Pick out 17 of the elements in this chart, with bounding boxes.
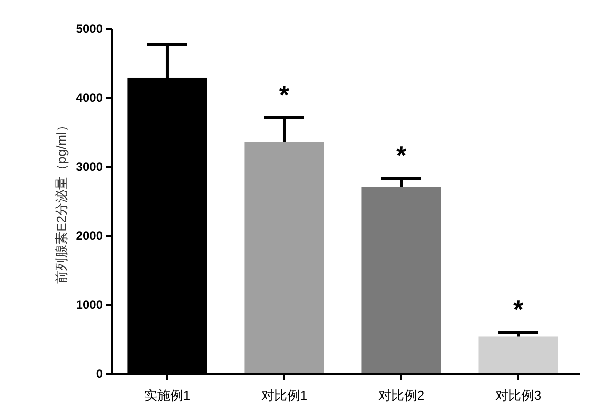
annotation: *	[279, 80, 290, 110]
y-tick-label: 4000	[76, 91, 104, 106]
x-tick-label: 对比例3	[495, 388, 542, 403]
bar	[478, 336, 558, 374]
bar	[244, 142, 324, 374]
x-tick-label: 对比例2	[378, 388, 425, 403]
x-tick-label: 实施例1	[144, 388, 191, 403]
y-tick-label: 1000	[76, 298, 104, 312]
y-tick-label: 0	[96, 367, 104, 382]
y-tick-label: 3000	[76, 160, 104, 174]
y-tick-label: 5000	[76, 22, 104, 36]
x-tick-label: 对比例1	[261, 388, 308, 403]
bar	[362, 187, 442, 374]
annotation: *	[396, 140, 408, 171]
annotation: *	[513, 294, 524, 325]
y-tick-label: 2000	[76, 229, 104, 244]
y-axis-title: 前列腺素E2分泌量（pg/ml）	[54, 119, 69, 284]
